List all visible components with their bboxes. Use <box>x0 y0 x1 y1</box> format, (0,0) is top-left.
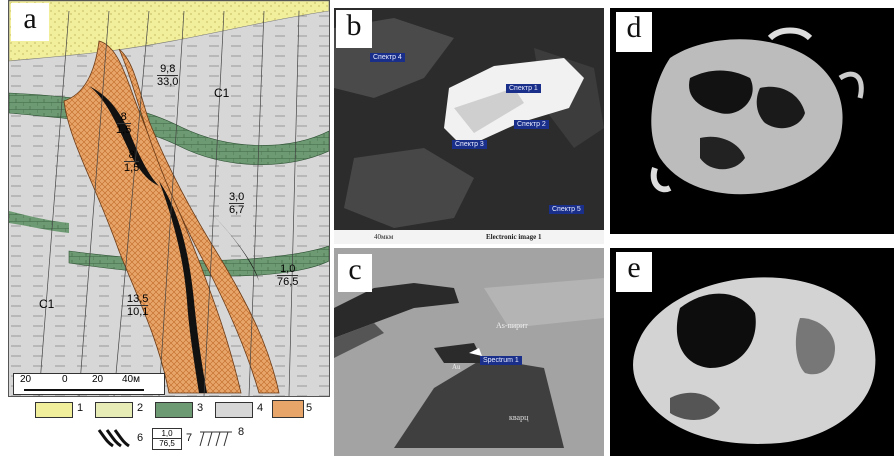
image-caption: Electronic image 1 <box>486 233 542 241</box>
panel-c-label: c <box>338 254 372 292</box>
particle-render <box>610 248 894 456</box>
spectrum-label: Спектр 3 <box>452 140 487 149</box>
value-pair: 9,8 33,0 <box>157 63 179 88</box>
spectrum-label: Спектр 5 <box>549 205 584 214</box>
panel-d-particle-render: d <box>610 8 894 234</box>
value-pair: 13,5 10,1 <box>127 293 149 318</box>
value-top: 9,8 <box>160 63 176 75</box>
legend-num: 8 <box>238 426 245 438</box>
value-bottom: 10,1 <box>127 305 149 318</box>
mineral-label-gold: Au <box>452 363 461 371</box>
value-bottom: 6,7 <box>229 203 245 216</box>
strat-label: C1 <box>214 86 230 100</box>
value-top: 8 <box>120 111 127 123</box>
value-pair: 3,0 6,7 <box>229 191 245 216</box>
spectrum-label: Спектр 4 <box>370 53 405 62</box>
panel-d-label: d <box>616 12 652 52</box>
legend-swatch-2 <box>95 402 133 418</box>
value-bottom: 1,5 <box>124 161 140 174</box>
value-top: 3,0 <box>229 191 245 203</box>
panel-a-geologic-section: a 9,8 33,0 8 1,5 8 1,5 3,0 6,7 1,0 76,5 … <box>8 0 330 397</box>
panel-e-particle-render: e <box>610 248 894 456</box>
value-top: 1,0 <box>280 263 296 275</box>
spectrum-label: Спектр 1 <box>506 84 541 93</box>
legend-swatch-3 <box>155 402 193 418</box>
legend-swatch-5 <box>272 400 304 418</box>
legend-num: 3 <box>197 402 204 414</box>
scale-tick: 20 <box>92 374 104 385</box>
value-pair: 1,0 76,5 <box>277 263 299 288</box>
panel-b-label: b <box>336 10 372 48</box>
strat-label: C1 <box>39 297 55 311</box>
particle-render <box>610 8 894 234</box>
legend-swatch-8 <box>198 428 234 448</box>
mineral-label-as-pyrite: As-пирит <box>496 321 528 330</box>
legend-swatch-4 <box>215 402 253 418</box>
spectrum-label: Спектр 2 <box>514 120 549 129</box>
panel-e-label: e <box>616 252 652 292</box>
legend-num: 2 <box>137 402 144 414</box>
legend-num: 7 <box>186 432 193 444</box>
legend-swatch-1 <box>35 402 73 418</box>
legend: 1 2 3 4 5 6 1,0 76,5 7 8 <box>0 398 330 456</box>
legend-num: 6 <box>137 432 144 444</box>
mineral-label-quartz: кварц <box>509 413 529 422</box>
value-top: 13,5 <box>127 293 149 305</box>
value-pair: 8 1,5 <box>116 111 132 136</box>
scale-caption: 40мкм <box>374 233 394 241</box>
scale-bar: 20 0 20 40м <box>13 373 165 395</box>
legend-swatch-6 <box>95 428 131 448</box>
legend-num: 5 <box>306 402 313 414</box>
panel-c-sem-image: As-пирит Spectrum 1 Au кварц c <box>334 248 604 456</box>
legend-num: 4 <box>257 402 264 414</box>
scale-tick: 0 <box>62 374 68 385</box>
panel-b-sem-image: Спектр 4 Спектр 1 Спектр 2 Спектр 3 Спек… <box>334 8 604 244</box>
legend-num: 1 <box>77 402 84 414</box>
legend-swatch-7: 1,0 76,5 <box>152 428 182 450</box>
sem-texture <box>334 248 604 456</box>
spectrum-label: Spectrum 1 <box>480 356 522 365</box>
panel-a-label: a <box>11 3 49 41</box>
value-pair: 8 1,5 <box>124 149 140 174</box>
scale-tick: 40м <box>122 374 140 385</box>
section-drawing <box>9 1 329 396</box>
scale-tick: 20 <box>20 374 32 385</box>
value-bottom: 76,5 <box>277 275 299 288</box>
value-bottom: 33,0 <box>157 75 179 88</box>
value-top: 8 <box>128 149 135 161</box>
value-bottom: 1,5 <box>116 123 132 136</box>
